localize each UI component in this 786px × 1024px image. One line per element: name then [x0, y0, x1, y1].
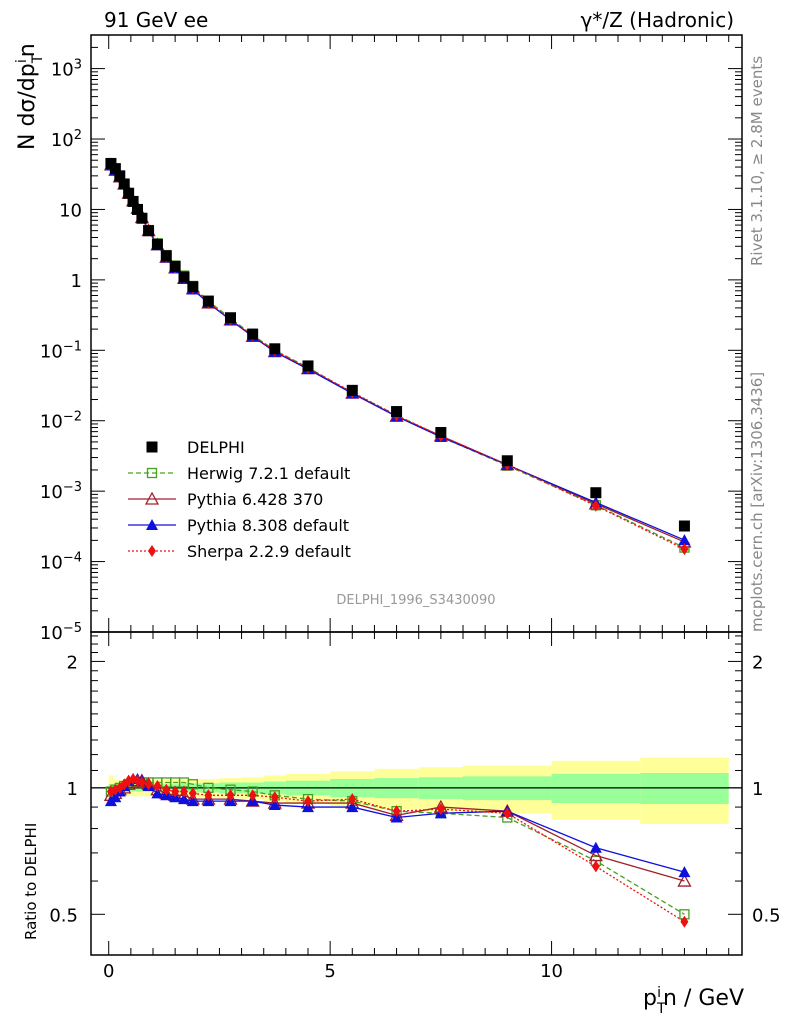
plot-title-right: γ*/Z (Hadronic): [581, 8, 734, 32]
main-point-delphi: [501, 455, 513, 467]
ratio-point-sherpa-2-2-9-default: [436, 803, 445, 816]
uncertainty-bands: [91, 757, 742, 825]
y-tick-label: 103: [51, 57, 82, 81]
legend-label-sherpa-2-2-9-default: Sherpa 2.2.9 default: [187, 542, 351, 561]
ratio-y-tick-label: 2: [67, 652, 78, 673]
main-point-delphi: [143, 225, 155, 237]
legend-label-delphi: DELPHI: [187, 438, 245, 457]
y-tick-label: 102: [51, 128, 82, 152]
ratio-point-sherpa-2-2-9-default: [153, 780, 162, 793]
ratio-point-pythia-8-308-default: [186, 795, 199, 807]
ratio-panel-frame: [90, 631, 743, 956]
y-tick-label: 10−4: [40, 550, 82, 574]
ratio-point-sherpa-2-2-9-default: [392, 805, 401, 818]
legend-marker-pythia-6-428-370: [144, 491, 160, 505]
legend: DELPHI Herwig 7.2.1 default Pythia 6.428 3…: [128, 438, 351, 561]
ratio-point-pythia-6-428-370: [677, 873, 692, 887]
main-y-axis-label: N dσ/dpTin: [14, 43, 46, 150]
ratio-point-pythia-8-308-default: [151, 787, 164, 799]
main-point-delphi: [178, 271, 190, 283]
ratio-point-sherpa-2-2-9-default: [226, 789, 235, 802]
main-line-pythia-8-308-default: [110, 165, 685, 541]
ratio-point-sherpa-2-2-9-default: [591, 860, 600, 873]
main-point-delphi: [269, 343, 281, 355]
ratio-point-sherpa-2-2-9-default: [137, 776, 146, 789]
y-tick-label: 1: [71, 271, 82, 292]
main-point-delphi: [118, 178, 130, 190]
main-point-delphi: [151, 238, 163, 250]
reference-label: DELPHI_1996_S3430090: [336, 593, 495, 608]
ratio-y-axis-label: Ratio to DELPHI: [22, 823, 40, 940]
mcplots-label: mcplots.cern.ch [arXiv:1306.3436]: [748, 372, 766, 632]
legend-marker-sherpa-2-2-9-default: [148, 545, 156, 557]
main-point-delphi: [109, 163, 121, 175]
ratio-point-pythia-8-308-default: [589, 841, 602, 853]
x-axis-label: pTin / GeV: [643, 985, 744, 1017]
x-tick-label: 5: [324, 961, 335, 982]
x-tick-label: 0: [103, 961, 114, 982]
ratio-point-pythia-8-308-default: [678, 866, 691, 878]
main-point-pythia-8-308-default: [678, 534, 691, 546]
rivet-label: Rivet 3.1.10, ≥ 2.8M events: [748, 56, 766, 266]
x-tick-label: 10: [540, 961, 563, 982]
ratio-point-sherpa-2-2-9-default: [144, 778, 153, 791]
ratio-point-sherpa-2-2-9-default: [162, 783, 171, 796]
ratio-y-tick-label: 1: [67, 779, 78, 800]
legend-marker-herwig-7-2-1-default: [146, 467, 158, 479]
main-point-delphi: [225, 312, 236, 324]
main-point-delphi: [247, 328, 259, 340]
main-point-delphi: [202, 295, 214, 307]
main-point-delphi: [435, 427, 447, 439]
y-tick-label: 10−5: [40, 621, 82, 645]
main-point-delphi: [302, 360, 314, 372]
legend-label-pythia-8-308-default: Pythia 8.308 default: [187, 516, 349, 535]
plot-title-left: 91 GeV ee: [104, 8, 208, 32]
main-point-delphi: [169, 260, 181, 272]
inner-uncertainty-band: [640, 772, 729, 805]
legend-marker-delphi: [146, 441, 158, 453]
main-point-delphi: [136, 212, 148, 224]
main-point-delphi: [187, 281, 199, 293]
legend-marker-pythia-8-308-default: [146, 519, 158, 530]
main-line-pythia-6-428-370: [110, 164, 685, 543]
ratio-point-sherpa-2-2-9-default: [204, 789, 213, 802]
y-tick-label: 10−3: [40, 480, 82, 504]
axis-ticks: 0 5 10 10−5 10−4 10−3 10−2 10−1 1 10 102 103 0.5 0.5 1…: [40, 34, 781, 982]
ratio-point-sherpa-2-2-9-default: [270, 791, 279, 804]
main-point-delphi: [590, 487, 602, 499]
main-point-delphi: [123, 187, 135, 199]
main-point-delphi: [391, 406, 403, 418]
main-point-delphi: [346, 384, 358, 396]
main-point-delphi: [127, 195, 139, 207]
legend-label-pythia-6-428-370: Pythia 6.428 370: [187, 490, 323, 509]
legend-label-herwig-7-2-1-default: Herwig 7.2.1 default: [187, 464, 350, 483]
ratio-point-sherpa-2-2-9-default: [304, 795, 312, 808]
ratio-y-tick-label: 1: [752, 779, 763, 800]
ratio-point-pythia-8-308-default: [346, 801, 359, 813]
ratio-point-pythia-8-308-default: [268, 799, 281, 811]
ratio-y-tick-label: 0.5: [752, 905, 781, 926]
y-tick-label: 10−1: [40, 339, 82, 363]
ratio-y-tick-label: 0.5: [49, 905, 78, 926]
ratio-point-sherpa-2-2-9-default: [248, 789, 257, 802]
main-point-delphi: [678, 520, 690, 532]
ratio-point-sherpa-2-2-9-default: [680, 915, 689, 928]
main-point-delphi: [114, 170, 126, 182]
data-series: [103, 157, 692, 928]
ratio-point-sherpa-2-2-9-default: [503, 807, 512, 820]
main-point-delphi: [160, 250, 172, 262]
ratio-y-tick-label: 2: [752, 652, 763, 673]
ratio-point-sherpa-2-2-9-default: [348, 793, 357, 806]
y-tick-label: 10: [59, 200, 82, 221]
main-point-sherpa-2-2-9-default: [591, 499, 600, 512]
ratio-point-pythia-8-308-default: [178, 793, 190, 805]
ratio-point-sherpa-2-2-9-default: [180, 785, 188, 798]
ratio-point-sherpa-2-2-9-default: [188, 787, 197, 800]
ratio-point-sherpa-2-2-9-default: [171, 785, 180, 798]
ratio-point-pythia-8-308-default: [109, 791, 122, 803]
y-tick-label: 10−2: [40, 409, 82, 433]
main-point-sherpa-2-2-9-default: [680, 543, 689, 556]
main-point-delphi: [132, 203, 143, 215]
